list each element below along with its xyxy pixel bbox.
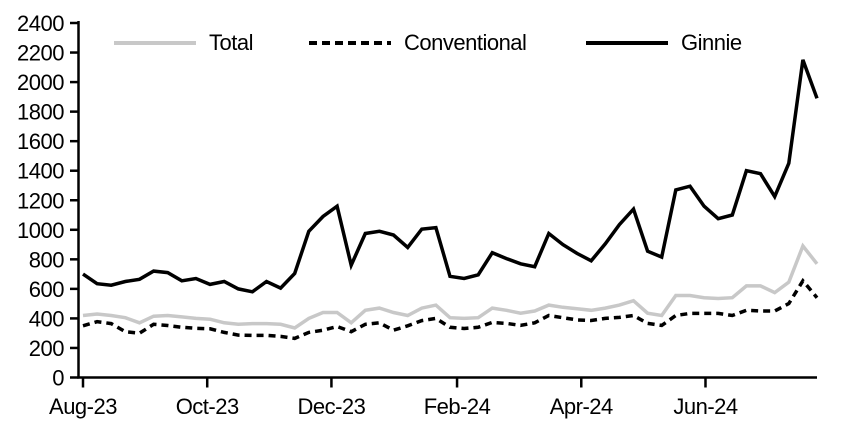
legend-item-ginnie: Ginnie xyxy=(586,30,742,55)
svg-text:Aug-23: Aug-23 xyxy=(49,394,117,419)
legend-label-total: Total xyxy=(209,30,253,55)
svg-text:800: 800 xyxy=(29,247,64,272)
svg-text:1200: 1200 xyxy=(17,188,64,213)
ginnie-line-swatch xyxy=(586,41,668,45)
svg-text:400: 400 xyxy=(29,306,64,331)
svg-text:1400: 1400 xyxy=(17,159,64,184)
svg-text:1800: 1800 xyxy=(17,100,64,125)
total-line-swatch xyxy=(114,41,196,45)
svg-text:2200: 2200 xyxy=(17,41,64,66)
svg-text:0: 0 xyxy=(52,366,64,391)
svg-text:Oct-23: Oct-23 xyxy=(176,394,239,419)
conventional-line-swatch xyxy=(309,41,391,45)
legend-item-total: Total xyxy=(114,30,253,55)
svg-text:1600: 1600 xyxy=(17,129,64,154)
svg-text:200: 200 xyxy=(29,336,64,361)
svg-text:2400: 2400 xyxy=(17,11,64,36)
svg-text:Feb-24: Feb-24 xyxy=(424,394,491,419)
legend-label-ginnie: Ginnie xyxy=(681,30,742,55)
svg-text:2000: 2000 xyxy=(17,70,64,95)
svg-text:Apr-24: Apr-24 xyxy=(550,394,613,419)
svg-text:Jun-24: Jun-24 xyxy=(673,394,738,419)
legend-item-conventional: Conventional xyxy=(309,30,527,55)
svg-text:600: 600 xyxy=(29,277,64,302)
svg-text:Dec-23: Dec-23 xyxy=(297,394,365,419)
legend-label-conventional: Conventional xyxy=(404,30,527,55)
svg-text:1000: 1000 xyxy=(17,218,64,243)
